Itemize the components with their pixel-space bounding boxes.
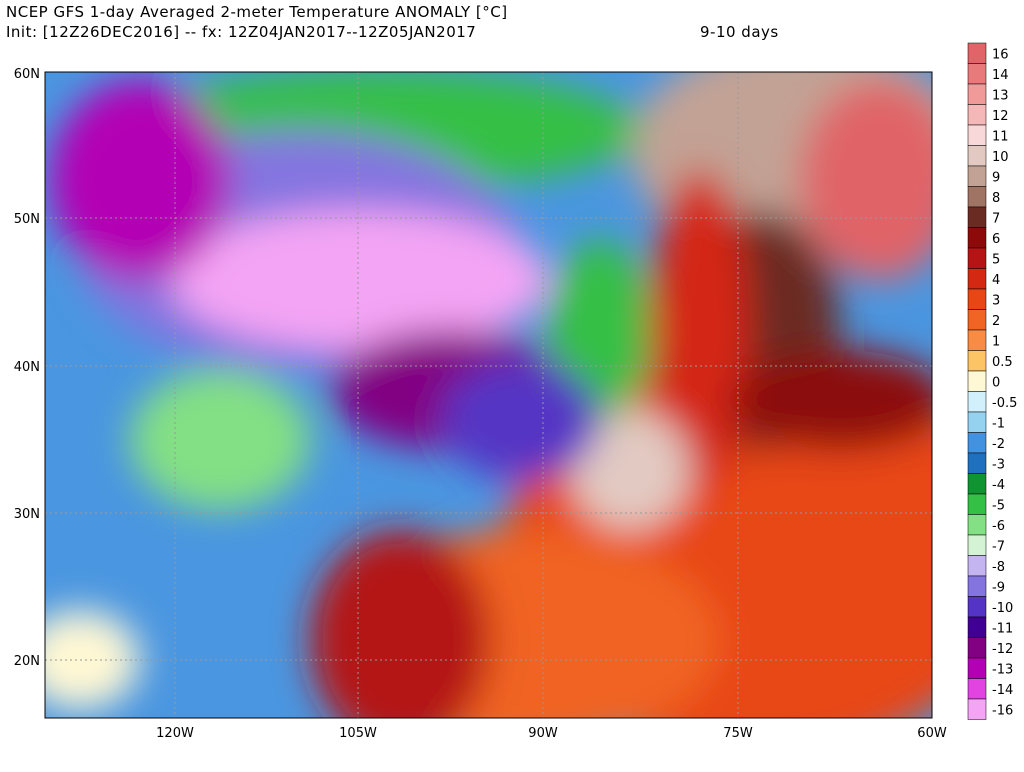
colorbar-swatch xyxy=(967,165,987,187)
colorbar-swatch xyxy=(967,227,987,249)
colorbar-swatch xyxy=(967,329,987,351)
colorbar-swatch xyxy=(967,288,987,310)
colorbar-swatch xyxy=(967,657,987,679)
init-line: Init: [12Z26DEC2016] -- fx: 12Z04JAN2017… xyxy=(6,23,476,41)
colorbar-label: 0 xyxy=(992,375,1000,390)
colorbar-label: 3 xyxy=(992,293,1000,308)
colorbar-swatch xyxy=(967,698,987,720)
lon-label: 60W xyxy=(917,726,947,741)
colorbar-label: 16 xyxy=(992,47,1009,62)
colorbar-label: 7 xyxy=(992,211,1000,226)
lon-label: 75W xyxy=(723,726,753,741)
colorbar-label: 2 xyxy=(992,314,1000,329)
colorbar-label: 10 xyxy=(992,150,1009,165)
colorbar-label: -0.5 xyxy=(992,396,1017,411)
colorbar-swatch xyxy=(967,83,987,105)
colorbar-label: 13 xyxy=(992,88,1009,103)
colorbar-label: 5 xyxy=(992,252,1000,267)
colorbar-swatch xyxy=(967,575,987,597)
colorbar-swatch xyxy=(967,411,987,433)
colorbar-swatch xyxy=(967,104,987,126)
colorbar-label: 14 xyxy=(992,68,1009,83)
colorbar-swatch xyxy=(967,309,987,331)
colorbar-label: -16 xyxy=(992,703,1013,718)
colorbar-swatch xyxy=(967,596,987,618)
colorbar-label: -12 xyxy=(992,642,1013,657)
colorbar-label: -4 xyxy=(992,478,1005,493)
colorbar-label: 0.5 xyxy=(992,355,1013,370)
colorbar-swatch xyxy=(967,493,987,515)
colorbar-swatch xyxy=(967,268,987,290)
colorbar-label: -11 xyxy=(992,621,1013,636)
colorbar-label: 12 xyxy=(992,109,1009,124)
lat-label: 20N xyxy=(14,654,40,669)
colorbar-swatch xyxy=(967,637,987,659)
colorbar-label: -3 xyxy=(992,457,1005,472)
forecast-range: 9-10 days xyxy=(700,23,779,41)
lon-label: 105W xyxy=(339,726,377,741)
colorbar-swatch xyxy=(967,63,987,85)
colorbar-label: 6 xyxy=(992,232,1000,247)
map-frame xyxy=(44,71,933,719)
colorbar-label: 1 xyxy=(992,334,1000,349)
lon-label: 90W xyxy=(528,726,558,741)
colorbar-swatch xyxy=(967,350,987,372)
colorbar-swatch xyxy=(967,247,987,269)
colorbar-swatch xyxy=(967,42,987,64)
colorbar-label: -13 xyxy=(992,662,1013,677)
colorbar-label: -5 xyxy=(992,498,1005,513)
colorbar-swatch xyxy=(967,514,987,536)
colorbar-label: -14 xyxy=(992,683,1013,698)
colorbar-swatch xyxy=(967,678,987,700)
colorbar-swatch xyxy=(967,473,987,495)
colorbar-label: 9 xyxy=(992,170,1000,185)
colorbar-label: -6 xyxy=(992,519,1005,534)
colorbar-label: 4 xyxy=(992,273,1000,288)
colorbar-swatch xyxy=(967,432,987,454)
colorbar-swatch xyxy=(967,534,987,556)
colorbar-label: -9 xyxy=(992,580,1005,595)
lat-label: 30N xyxy=(14,507,40,522)
colorbar-swatch xyxy=(967,555,987,577)
colorbar-swatch xyxy=(967,452,987,474)
colorbar-label: -7 xyxy=(992,539,1005,554)
colorbar-label: 11 xyxy=(992,129,1009,144)
colorbar-label: -10 xyxy=(992,601,1013,616)
colorbar-swatch xyxy=(967,370,987,392)
colorbar-swatch xyxy=(967,145,987,167)
lat-label: 60N xyxy=(14,67,40,82)
lat-label: 50N xyxy=(14,212,40,227)
colorbar-swatch xyxy=(967,206,987,228)
colorbar-label: 8 xyxy=(992,191,1000,206)
lat-label: 40N xyxy=(14,360,40,375)
title: NCEP GFS 1-day Averaged 2-meter Temperat… xyxy=(6,3,508,21)
colorbar-swatch xyxy=(967,124,987,146)
colorbar-label: -1 xyxy=(992,416,1005,431)
lon-label: 120W xyxy=(156,726,194,741)
colorbar-swatch xyxy=(967,616,987,638)
colorbar-swatch xyxy=(967,391,987,413)
colorbar-swatch xyxy=(967,186,987,208)
anomaly-field xyxy=(45,72,932,718)
colorbar-label: -2 xyxy=(992,437,1005,452)
colorbar-label: -8 xyxy=(992,560,1005,575)
